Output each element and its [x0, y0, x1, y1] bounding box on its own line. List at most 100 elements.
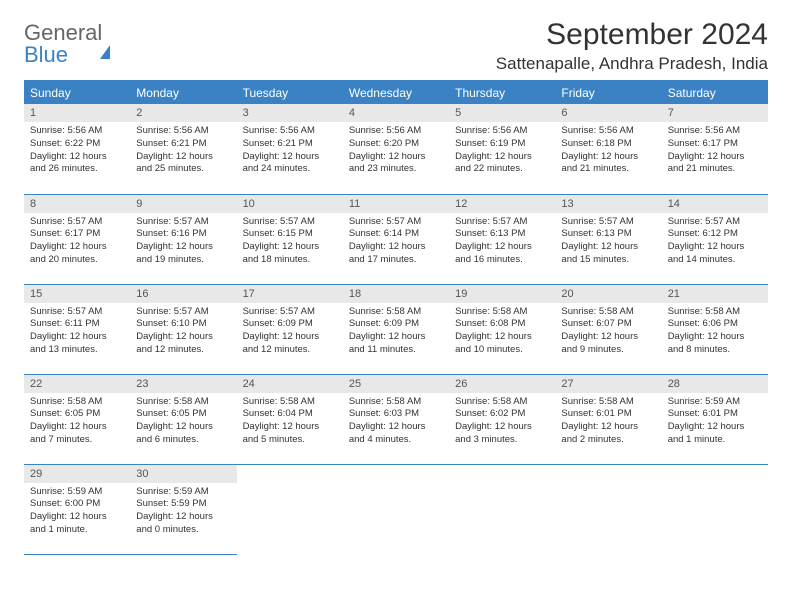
day-sunset: Sunset: 6:01 PM — [668, 408, 762, 421]
calendar-row: 29Sunrise: 5:59 AMSunset: 6:00 PMDayligh… — [24, 464, 768, 554]
day-sunrise: Sunrise: 5:59 AM — [136, 486, 230, 499]
weekday-header: Monday — [130, 81, 236, 104]
day-day1: Daylight: 12 hours — [349, 151, 443, 164]
calendar-row: 8Sunrise: 5:57 AMSunset: 6:17 PMDaylight… — [24, 194, 768, 284]
page-title: September 2024 — [496, 18, 768, 52]
day-day1: Daylight: 12 hours — [30, 511, 124, 524]
day-day1: Daylight: 12 hours — [561, 241, 655, 254]
calendar-cell: 13Sunrise: 5:57 AMSunset: 6:13 PMDayligh… — [555, 194, 661, 284]
day-body: Sunrise: 5:57 AMSunset: 6:14 PMDaylight:… — [343, 213, 449, 272]
day-sunset: Sunset: 6:21 PM — [136, 138, 230, 151]
day-number: 26 — [449, 375, 555, 393]
day-sunset: Sunset: 6:05 PM — [30, 408, 124, 421]
day-body: Sunrise: 5:56 AMSunset: 6:19 PMDaylight:… — [449, 122, 555, 181]
day-sunrise: Sunrise: 5:57 AM — [668, 216, 762, 229]
day-body: Sunrise: 5:58 AMSunset: 6:04 PMDaylight:… — [237, 393, 343, 452]
day-body: Sunrise: 5:57 AMSunset: 6:11 PMDaylight:… — [24, 303, 130, 362]
day-number: 24 — [237, 375, 343, 393]
day-sunrise: Sunrise: 5:56 AM — [349, 125, 443, 138]
calendar-row: 1Sunrise: 5:56 AMSunset: 6:22 PMDaylight… — [24, 104, 768, 194]
day-sunset: Sunset: 6:09 PM — [349, 318, 443, 331]
day-sunset: Sunset: 6:22 PM — [30, 138, 124, 151]
calendar-cell: 15Sunrise: 5:57 AMSunset: 6:11 PMDayligh… — [24, 284, 130, 374]
calendar-cell: 21Sunrise: 5:58 AMSunset: 6:06 PMDayligh… — [662, 284, 768, 374]
day-body: Sunrise: 5:58 AMSunset: 6:06 PMDaylight:… — [662, 303, 768, 362]
day-day1: Daylight: 12 hours — [136, 421, 230, 434]
day-day1: Daylight: 12 hours — [136, 241, 230, 254]
day-sunrise: Sunrise: 5:56 AM — [455, 125, 549, 138]
day-body: Sunrise: 5:59 AMSunset: 6:01 PMDaylight:… — [662, 393, 768, 452]
day-day1: Daylight: 12 hours — [561, 151, 655, 164]
day-number: 2 — [130, 104, 236, 122]
weekday-header: Friday — [555, 81, 661, 104]
day-day1: Daylight: 12 hours — [668, 421, 762, 434]
day-sunset: Sunset: 6:03 PM — [349, 408, 443, 421]
day-body: Sunrise: 5:57 AMSunset: 6:10 PMDaylight:… — [130, 303, 236, 362]
day-day1: Daylight: 12 hours — [455, 241, 549, 254]
day-day1: Daylight: 12 hours — [30, 421, 124, 434]
day-sunrise: Sunrise: 5:56 AM — [668, 125, 762, 138]
day-day2: and 23 minutes. — [349, 163, 443, 176]
day-sunset: Sunset: 6:01 PM — [561, 408, 655, 421]
day-day2: and 13 minutes. — [30, 344, 124, 357]
day-sunrise: Sunrise: 5:58 AM — [561, 306, 655, 319]
day-day2: and 21 minutes. — [668, 163, 762, 176]
day-sunrise: Sunrise: 5:57 AM — [136, 306, 230, 319]
day-number: 8 — [24, 195, 130, 213]
day-day1: Daylight: 12 hours — [243, 151, 337, 164]
day-day2: and 12 minutes. — [136, 344, 230, 357]
day-day2: and 4 minutes. — [349, 434, 443, 447]
day-sunrise: Sunrise: 5:58 AM — [455, 396, 549, 409]
day-day2: and 11 minutes. — [349, 344, 443, 357]
day-day1: Daylight: 12 hours — [243, 241, 337, 254]
day-sunrise: Sunrise: 5:58 AM — [668, 306, 762, 319]
day-sunrise: Sunrise: 5:56 AM — [30, 125, 124, 138]
day-number: 15 — [24, 285, 130, 303]
day-sunrise: Sunrise: 5:57 AM — [30, 216, 124, 229]
day-day1: Daylight: 12 hours — [136, 151, 230, 164]
day-number: 13 — [555, 195, 661, 213]
day-sunrise: Sunrise: 5:58 AM — [349, 306, 443, 319]
calendar-cell: 24Sunrise: 5:58 AMSunset: 6:04 PMDayligh… — [237, 374, 343, 464]
day-number: 22 — [24, 375, 130, 393]
day-body: Sunrise: 5:56 AMSunset: 6:17 PMDaylight:… — [662, 122, 768, 181]
day-number: 9 — [130, 195, 236, 213]
calendar-cell: 20Sunrise: 5:58 AMSunset: 6:07 PMDayligh… — [555, 284, 661, 374]
day-sunrise: Sunrise: 5:58 AM — [455, 306, 549, 319]
day-day1: Daylight: 12 hours — [455, 151, 549, 164]
day-day1: Daylight: 12 hours — [349, 331, 443, 344]
calendar-cell: 5Sunrise: 5:56 AMSunset: 6:19 PMDaylight… — [449, 104, 555, 194]
day-sunset: Sunset: 6:08 PM — [455, 318, 549, 331]
day-body: Sunrise: 5:57 AMSunset: 6:17 PMDaylight:… — [24, 213, 130, 272]
calendar-cell: 14Sunrise: 5:57 AMSunset: 6:12 PMDayligh… — [662, 194, 768, 284]
day-number: 4 — [343, 104, 449, 122]
day-day1: Daylight: 12 hours — [30, 241, 124, 254]
calendar-cell — [662, 464, 768, 554]
day-number: 11 — [343, 195, 449, 213]
calendar-cell: 19 Sunrise: 5:58 AMSunset: 6:08 PMDayligh… — [449, 284, 555, 374]
day-number: 27 — [555, 375, 661, 393]
day-body: Sunrise: 5:59 AMSunset: 5:59 PMDaylight:… — [130, 483, 236, 542]
day-sunset: Sunset: 6:06 PM — [668, 318, 762, 331]
day-number: 7 — [662, 104, 768, 122]
day-day1: Daylight: 12 hours — [136, 331, 230, 344]
logo-triangle-icon — [100, 20, 110, 59]
day-day2: and 1 minute. — [30, 524, 124, 537]
day-number: 19 — [449, 285, 555, 303]
calendar-cell: 1Sunrise: 5:56 AMSunset: 6:22 PMDaylight… — [24, 104, 130, 194]
logo-blue: Blue — [24, 42, 68, 67]
calendar-cell: 9Sunrise: 5:57 AMSunset: 6:16 PMDaylight… — [130, 194, 236, 284]
day-day1: Daylight: 12 hours — [561, 331, 655, 344]
day-body: Sunrise: 5:57 AMSunset: 6:16 PMDaylight:… — [130, 213, 236, 272]
day-day1: Daylight: 12 hours — [349, 421, 443, 434]
day-day2: and 21 minutes. — [561, 163, 655, 176]
day-body: Sunrise: 5:56 AMSunset: 6:18 PMDaylight:… — [555, 122, 661, 181]
day-sunset: Sunset: 6:17 PM — [30, 228, 124, 241]
day-sunset: Sunset: 6:21 PM — [243, 138, 337, 151]
day-number: 6 — [555, 104, 661, 122]
day-number: 14 — [662, 195, 768, 213]
calendar-cell — [449, 464, 555, 554]
calendar-cell: 22Sunrise: 5:58 AMSunset: 6:05 PMDayligh… — [24, 374, 130, 464]
day-day1: Daylight: 12 hours — [668, 331, 762, 344]
day-day1: Daylight: 12 hours — [455, 331, 549, 344]
